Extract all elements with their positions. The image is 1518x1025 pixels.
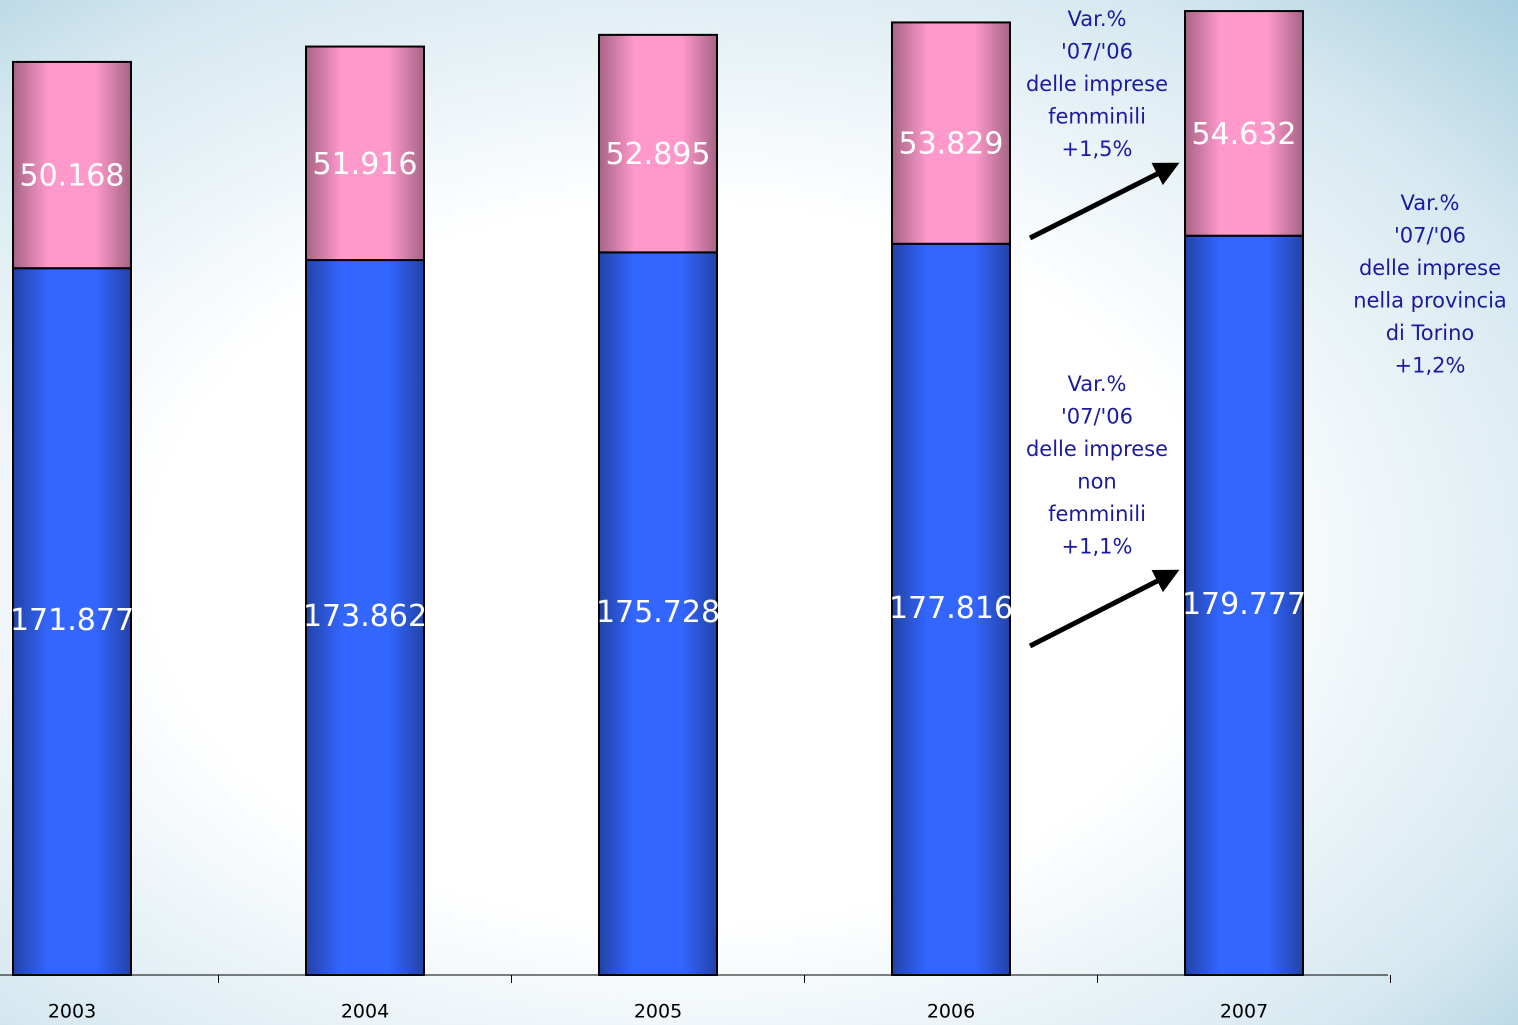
bar-shade	[598, 33, 718, 254]
value-label: 179.777	[1182, 587, 1306, 622]
annotation: '07/'06	[1061, 405, 1133, 429]
bar-shade	[1184, 234, 1304, 976]
bar-shade	[305, 45, 425, 262]
annotation: delle imprese	[1359, 256, 1501, 280]
x-tick-label: 2004	[341, 1001, 389, 1023]
annotation: Var.%	[1401, 191, 1460, 215]
annotation: nella provincia	[1353, 289, 1507, 313]
annotation: +1,2%	[1395, 354, 1466, 378]
annotation: non	[1077, 470, 1116, 494]
value-label: 173.862	[303, 599, 427, 634]
bar-shade	[305, 259, 425, 976]
value-label: 52.895	[606, 137, 711, 172]
bar-shade	[891, 21, 1011, 245]
value-label: 50.168	[20, 159, 125, 194]
bar-shade	[891, 242, 1011, 977]
value-label: 51.916	[313, 147, 418, 182]
annotation: Var.%	[1068, 7, 1127, 31]
bar-shade	[598, 251, 718, 977]
annotation: femminili	[1048, 502, 1146, 526]
x-tick-label: 2005	[634, 1001, 682, 1023]
annotation: di Torino	[1386, 321, 1475, 345]
value-label: 171.877	[10, 603, 134, 638]
annotation: '07/'06	[1061, 40, 1133, 64]
bar-shade	[12, 60, 132, 270]
annotation: +1,5%	[1062, 137, 1133, 161]
arrow	[1028, 569, 1180, 649]
annotation: '07/'06	[1394, 224, 1466, 248]
annotation: delle imprese	[1026, 72, 1168, 96]
x-tick-label: 2003	[48, 1001, 96, 1023]
annotation: +1,1%	[1062, 535, 1133, 559]
annotation: femminili	[1048, 105, 1146, 129]
arrow	[1028, 162, 1180, 241]
annotation: delle imprese	[1026, 437, 1168, 461]
annotation: Var.%	[1068, 372, 1127, 396]
x-tick-label: 2006	[927, 1001, 975, 1023]
value-label: 177.816	[889, 591, 1013, 626]
bar-shade	[1184, 10, 1304, 237]
value-label: 53.829	[899, 127, 1004, 162]
bar-shade	[12, 267, 132, 976]
value-label: 54.632	[1192, 117, 1297, 152]
value-label: 175.728	[596, 595, 720, 630]
x-tick-label: 2007	[1220, 1001, 1268, 1023]
